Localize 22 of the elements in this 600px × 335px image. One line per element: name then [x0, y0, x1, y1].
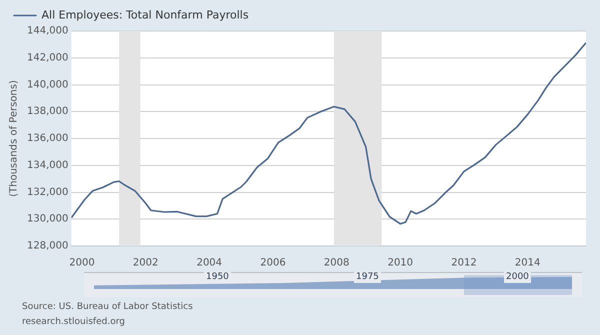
x-tick-label: 2006 [260, 258, 286, 269]
x-tick-label: 2002 [132, 258, 158, 269]
x-tick-label: 2010 [388, 258, 414, 269]
source-note: Source: US. Bureau of Labor Statistics [22, 302, 193, 312]
y-tick-label: 132,000 [26, 186, 68, 198]
x-tick-label: 2008 [324, 258, 350, 269]
legend-label: All Employees: Total Nonfarm Payrolls [42, 8, 249, 22]
range-slider: 1950 1975 2000 [84, 272, 582, 297]
y-tick-label: 140,000 [26, 79, 68, 90]
y-tick-label: 142,000 [26, 52, 68, 64]
y-tick-label: 128,000 [26, 240, 68, 252]
y-tick-label: 130,000 [26, 214, 68, 225]
x-tick-label: 2012 [451, 258, 477, 269]
x-tick-label: 2014 [514, 258, 540, 269]
y-tick-label: 138,000 [26, 106, 68, 118]
x-tick-label: 2000 [69, 258, 95, 269]
y-tick-label: 134,000 [26, 160, 68, 171]
x-tick-label: 2004 [196, 258, 222, 269]
y-tick-label: 136,000 [26, 133, 68, 144]
y-tick-label: 144,000 [26, 26, 68, 37]
y-axis-title: (Thousands of Persons) [8, 80, 20, 197]
text: research.stlouisfed.org [22, 317, 125, 327]
